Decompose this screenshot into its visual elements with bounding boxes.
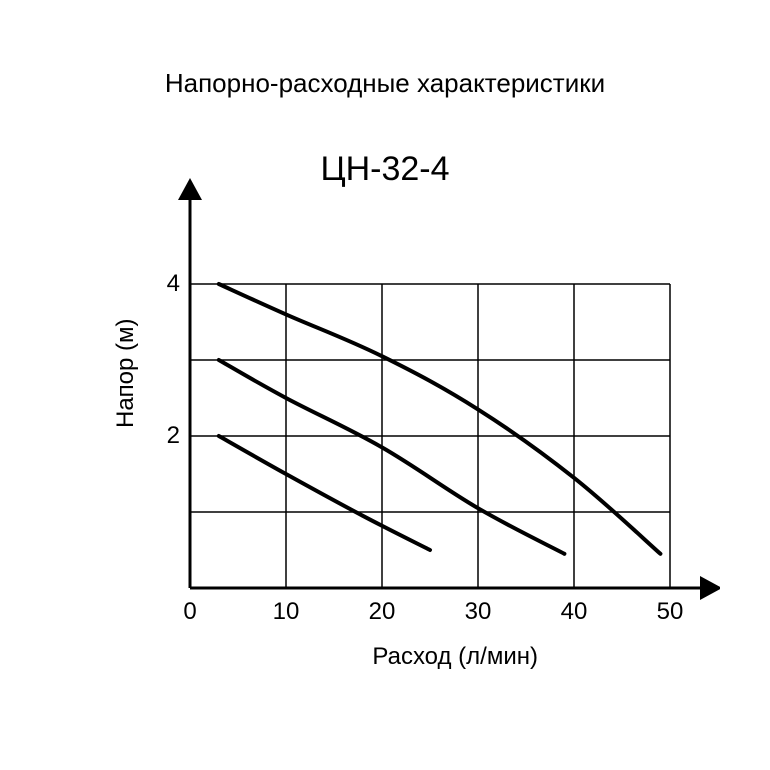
y-axis-label: Напор (м) bbox=[112, 319, 140, 429]
y-tick-label: 2 bbox=[150, 422, 180, 450]
page-title: Напорно-расходные характеристики bbox=[0, 68, 770, 99]
x-tick-label: 0 bbox=[170, 598, 210, 626]
x-tick-label: 50 bbox=[650, 598, 690, 626]
x-axis-label: Расход (л/мин) bbox=[372, 643, 538, 671]
curve-high bbox=[219, 284, 661, 554]
x-tick-label: 30 bbox=[458, 598, 498, 626]
pump-curves-chart bbox=[160, 178, 720, 638]
x-tick-label: 10 bbox=[266, 598, 306, 626]
x-tick-label: 20 bbox=[362, 598, 402, 626]
y-tick-label: 4 bbox=[150, 270, 180, 298]
page: Напорно-расходные характеристики ЦН-32-4… bbox=[0, 0, 770, 770]
curve-low bbox=[219, 436, 430, 550]
curve-mid bbox=[219, 360, 565, 554]
x-tick-label: 40 bbox=[554, 598, 594, 626]
